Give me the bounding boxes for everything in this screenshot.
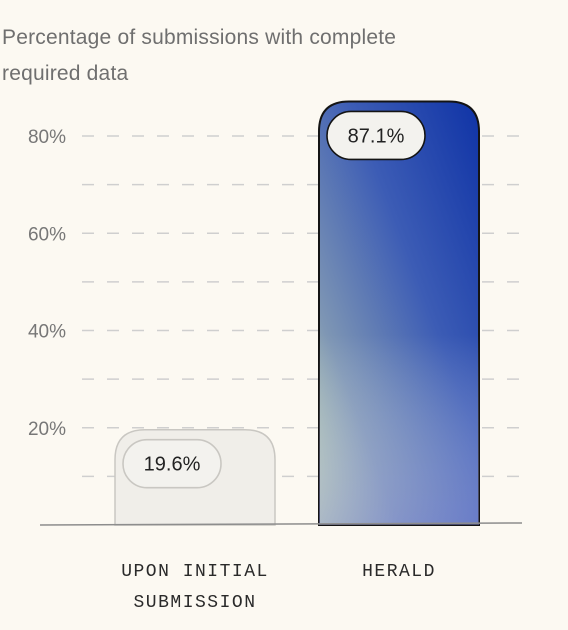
y-tick-label: 20% (28, 419, 66, 440)
y-tick-label: 80% (28, 127, 66, 148)
chart-title: Percentage of submissions with complete … (2, 26, 397, 85)
value-label-pill (122, 438, 222, 489)
x-axis-categories: UPON INITIAL SUBMISSION HERALD (121, 562, 436, 613)
y-axis-ticks: 20% 40% 60% 80% (28, 127, 66, 440)
category-label: UPON INITIAL SUBMISSION (121, 562, 269, 613)
bars: 19.6% 87.1% (39, 100, 523, 526)
value-label: 19.6% (144, 454, 201, 476)
value-label: 87.1% (348, 125, 405, 147)
bar-shade (319, 101, 479, 525)
value-label-pill (326, 110, 426, 161)
y-tick-label: 60% (28, 224, 66, 245)
category-label: HERALD (362, 562, 436, 582)
x-axis-line (39, 522, 523, 526)
y-tick-label: 40% (28, 322, 66, 343)
